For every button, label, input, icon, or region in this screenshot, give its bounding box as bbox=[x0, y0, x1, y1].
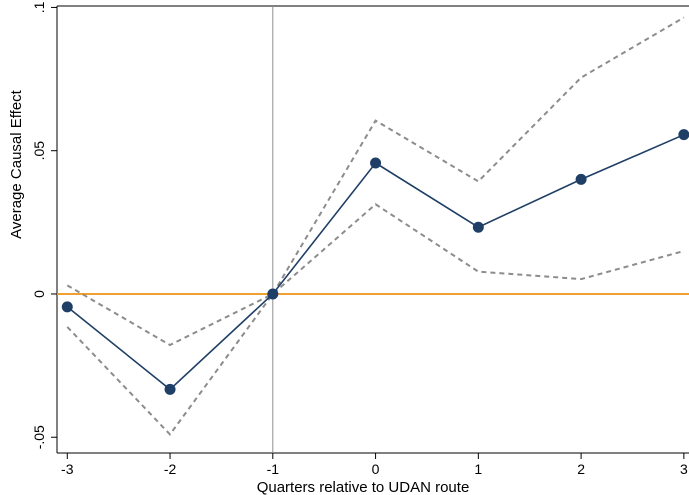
x-axis-title: Quarters relative to UDAN route bbox=[257, 479, 470, 495]
point-estimate-marker bbox=[472, 221, 484, 233]
y-axis-title: Average Causal Effect bbox=[8, 89, 25, 239]
axes-layer: -3 -2 -1 0 1 2 3 -.05 0 .05 .1 bbox=[31, 1, 688, 477]
point-estimate-marker bbox=[678, 129, 689, 141]
point-estimate-marker bbox=[164, 383, 176, 395]
x-tick-label: 2 bbox=[577, 461, 585, 477]
x-tick-label: 1 bbox=[474, 461, 482, 477]
x-tick-label: -1 bbox=[267, 461, 280, 477]
plot-frame bbox=[56, 5, 689, 454]
reference-lines bbox=[57, 6, 689, 453]
y-tick-label: 0 bbox=[31, 290, 47, 298]
lower-ci-line bbox=[66, 203, 685, 436]
point-estimate-marker bbox=[575, 173, 587, 185]
point-estimate-marker bbox=[267, 288, 279, 300]
point-estimate-marker bbox=[370, 157, 382, 169]
x-tick-label: 3 bbox=[680, 461, 688, 477]
y-tick-label: .05 bbox=[31, 141, 47, 161]
x-tick-label: 0 bbox=[372, 461, 380, 477]
point-estimate-marker bbox=[61, 301, 73, 313]
x-tick-label: -2 bbox=[164, 461, 177, 477]
y-tick-label: -.05 bbox=[31, 425, 47, 449]
y-tick-label: .1 bbox=[31, 1, 47, 13]
upper-ci-line bbox=[66, 16, 685, 347]
x-tick-label: -3 bbox=[61, 461, 74, 477]
plot-area bbox=[57, 6, 688, 453]
series-layer bbox=[61, 16, 689, 436]
